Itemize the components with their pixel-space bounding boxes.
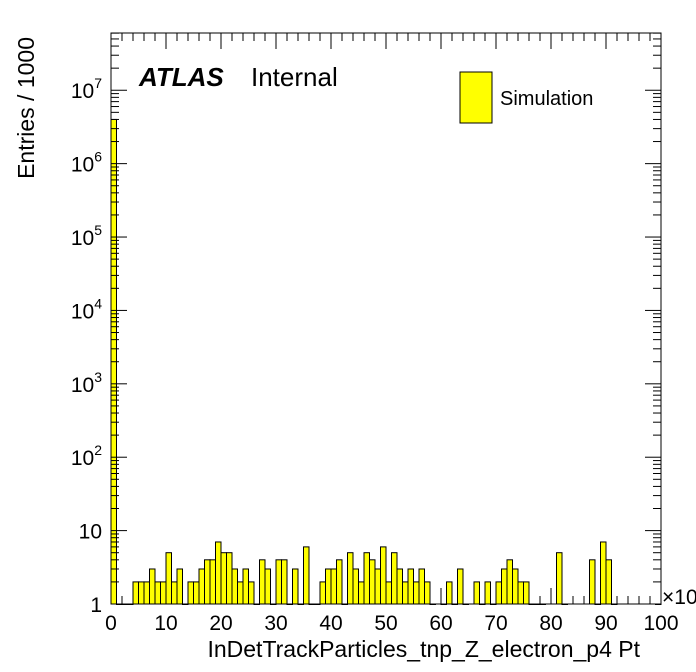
- x-tick-label: 20: [209, 612, 232, 635]
- x-tick-label: 60: [429, 612, 452, 635]
- x-tick-labels: 0 10 20 30 40 50 60 70 80 90 100: [105, 612, 678, 635]
- histogram-bin: [501, 568, 508, 605]
- x-axis-title: InDetTrackParticles_tnp_Z_electron_p4 Pt: [207, 636, 640, 662]
- x-tick-label: 10: [154, 612, 177, 635]
- histogram-bin: [193, 581, 200, 605]
- y-tick-label: 104: [71, 295, 102, 323]
- histogram-bin: [347, 552, 354, 605]
- histogram-bin: [495, 581, 502, 605]
- histogram-bin: [605, 559, 612, 605]
- histogram-bin: [506, 559, 513, 605]
- x-multiplier-label: ×103: [662, 582, 696, 609]
- histogram-bin: [187, 581, 194, 605]
- histogram-bin: [512, 568, 519, 605]
- histogram-bin: [418, 568, 425, 605]
- x-tick-label: 90: [594, 612, 617, 635]
- histogram-bin: [209, 559, 216, 605]
- histogram-bin: [165, 552, 172, 605]
- histogram-bin: [176, 568, 183, 605]
- x-tick-label: 50: [374, 612, 397, 635]
- histogram-bin: [407, 568, 414, 605]
- histogram-bin: [231, 568, 238, 605]
- histogram-bin: [281, 559, 288, 605]
- histogram-bin: [523, 581, 530, 605]
- histogram-bin: [204, 559, 211, 605]
- x-tick-label: 40: [319, 612, 342, 635]
- x-tick-label: 80: [539, 612, 562, 635]
- histogram-bin: [138, 581, 145, 605]
- y-tick-labels: 1 10 102 103 104 105 106 107: [71, 75, 102, 617]
- histogram-bin: [358, 581, 365, 605]
- histogram-bin: [517, 581, 524, 605]
- histogram-bin: [446, 581, 453, 605]
- y-tick-label: 1: [90, 594, 102, 617]
- y-tick-label: 102: [71, 442, 102, 470]
- histogram-bin: [363, 552, 370, 605]
- histogram-bin: [352, 568, 359, 605]
- histogram-bin: [473, 581, 480, 605]
- atlas-label: ATLAS: [138, 62, 224, 92]
- y-tick-label: 105: [71, 222, 102, 250]
- histogram-bin: [484, 581, 491, 605]
- histogram-bin: [248, 581, 255, 605]
- histogram-bin: [380, 546, 387, 605]
- histogram-bin: [149, 568, 156, 605]
- legend-swatch: [459, 71, 493, 124]
- x-tick-label: 70: [484, 612, 507, 635]
- y-tick-label: 107: [71, 75, 102, 103]
- histogram-bin: [264, 568, 271, 605]
- histogram-bin: [303, 546, 310, 605]
- histogram-bin: [220, 552, 227, 605]
- histogram-bin: [413, 581, 420, 605]
- histogram-bin: [556, 552, 563, 605]
- histogram-bin: [259, 559, 266, 605]
- histogram-bin: [215, 541, 222, 605]
- histogram-bin: [242, 568, 249, 605]
- histogram-bin: [385, 581, 392, 605]
- histogram-bin: [330, 568, 337, 605]
- histogram-bin: [319, 581, 326, 605]
- histogram-bin: [374, 568, 381, 605]
- histogram-bin: [198, 568, 205, 605]
- y-axis-title: Entries / 1000: [13, 37, 39, 179]
- histogram-bin: [424, 581, 431, 605]
- histogram-bin: [171, 581, 178, 605]
- internal-label: Internal: [251, 62, 338, 92]
- histogram-bin: [275, 559, 282, 605]
- histogram-bin: [402, 581, 409, 605]
- histogram-bin: [292, 568, 299, 605]
- histogram-bin: [391, 552, 398, 605]
- legend-entry-simulation: Simulation: [500, 88, 593, 110]
- x-tick-label: 0: [105, 612, 117, 635]
- axis-ticks: [110, 32, 662, 605]
- histogram-bin: [325, 568, 332, 605]
- histogram-bin: [160, 581, 167, 605]
- histogram-bin: [154, 581, 161, 605]
- histogram-bin: [589, 559, 596, 605]
- y-tick-label: 10: [79, 521, 102, 544]
- x-tick-label: 30: [264, 612, 287, 635]
- x-tick-label: 100: [643, 612, 678, 635]
- histogram-bin: [457, 568, 464, 605]
- histogram-bin: [336, 559, 343, 605]
- histogram-bin: [132, 581, 139, 605]
- y-tick-label: 106: [71, 149, 102, 177]
- histogram-bin: [369, 559, 376, 605]
- histogram-bin: [396, 568, 403, 605]
- histogram-bin: [600, 541, 607, 605]
- histogram-bin: [143, 581, 150, 605]
- y-tick-label: 103: [71, 369, 102, 397]
- histogram-bin: [237, 581, 244, 605]
- histogram-bin: [226, 552, 233, 605]
